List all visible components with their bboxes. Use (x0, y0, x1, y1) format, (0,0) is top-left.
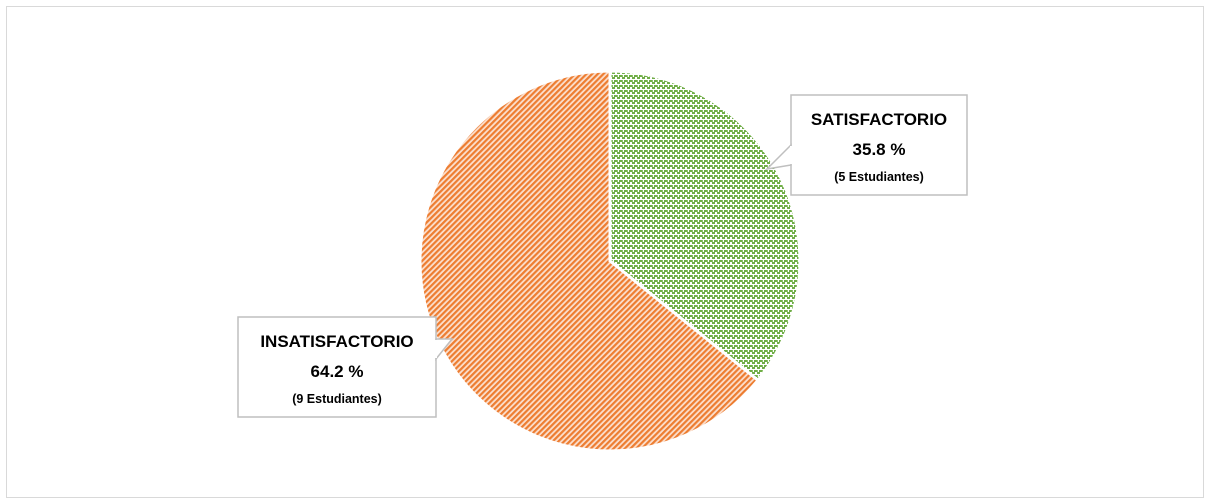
count-label: (9 Estudiantes) (292, 392, 382, 406)
percent-label: 64.2 % (311, 362, 364, 381)
percent-label: 35.8 % (853, 140, 906, 159)
count-label: (5 Estudiantes) (834, 170, 924, 184)
data-label-satisfactorio: SATISFACTORIO 35.8 % (5 Estudiantes) (764, 94, 968, 196)
chart-frame: SATISFACTORIO 35.8 % (5 Estudiantes) INSATI… (6, 6, 1204, 498)
pie-slice-satisfactorio (608, 69, 802, 383)
category-label: SATISFACTORIO (811, 110, 947, 129)
callout-box (790, 94, 968, 196)
data-label-insatisfactorio: INSATISFACTORIO 64.2 % (9 Estudiantes) (237, 316, 454, 418)
category-label: INSATISFACTORIO (260, 332, 413, 351)
pie-chart: SATISFACTORIO 35.8 % (5 Estudiantes) INSATI… (237, 69, 968, 453)
callout-box (237, 316, 437, 418)
